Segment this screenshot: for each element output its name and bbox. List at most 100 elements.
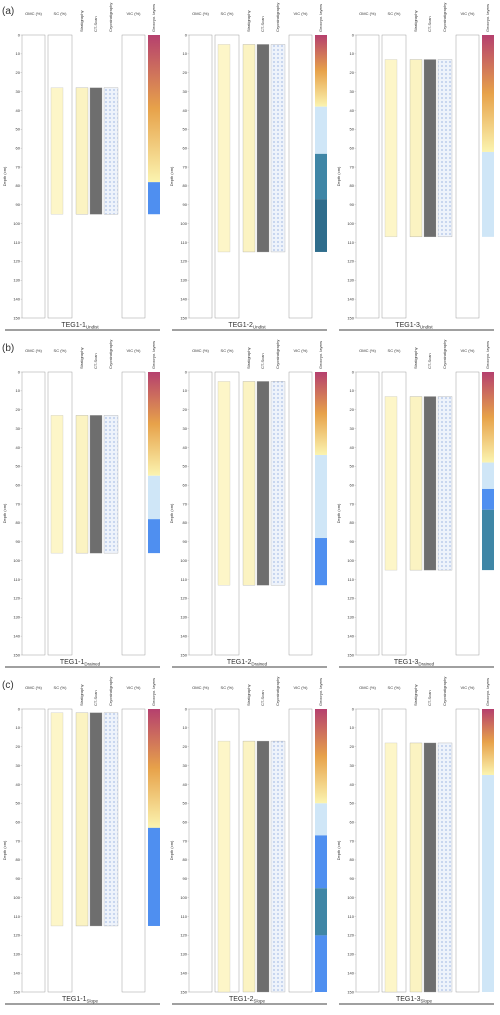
core-subscript: Drained bbox=[251, 662, 267, 667]
core-name: TEG1-1 bbox=[61, 322, 86, 329]
axis-label: Depth (cm) bbox=[336, 503, 341, 523]
geocryo-layer bbox=[315, 106, 327, 154]
panel-label: (c) bbox=[2, 680, 14, 691]
sc-fill bbox=[50, 712, 64, 927]
y-tick-label: 10 bbox=[16, 725, 21, 730]
y-tick-label: 130 bbox=[13, 952, 20, 957]
column-title: SC (%) bbox=[388, 11, 402, 16]
stratigraphy-column bbox=[75, 87, 89, 215]
y-tick-label: 70 bbox=[16, 838, 21, 843]
column-title: Stratigraphy bbox=[413, 347, 418, 369]
y-tick-label: 120 bbox=[347, 933, 354, 938]
core-label: TEG1-1Undist bbox=[61, 322, 99, 330]
column-frame bbox=[121, 34, 146, 319]
sc-fill bbox=[50, 415, 64, 554]
column-frame bbox=[121, 708, 146, 993]
ct-scan-column bbox=[89, 87, 103, 215]
sc-fill bbox=[50, 87, 64, 215]
y-tick-label: 30 bbox=[16, 426, 21, 431]
y-tick-label: 50 bbox=[16, 464, 21, 469]
y-tick-label: 110 bbox=[348, 240, 355, 245]
y-tick-label: 40 bbox=[183, 782, 188, 787]
y-tick-label: 40 bbox=[350, 782, 355, 787]
y-tick-label: 40 bbox=[183, 108, 188, 113]
y-tick-label: 120 bbox=[180, 259, 187, 264]
axis-label: Depth (cm) bbox=[169, 840, 174, 860]
y-tick-label: 90 bbox=[183, 202, 188, 207]
active-layer bbox=[482, 709, 494, 776]
column-title: CT-Scan bbox=[93, 353, 98, 369]
column-title: Geocryo. layers bbox=[151, 678, 156, 706]
column-frame bbox=[188, 371, 213, 656]
y-tick-label: 60 bbox=[16, 483, 21, 488]
y-tick-label: 80 bbox=[16, 183, 21, 188]
y-tick-label: 70 bbox=[350, 838, 355, 843]
y-tick-label: 20 bbox=[16, 407, 21, 412]
y-tick-label: 0 bbox=[185, 706, 188, 711]
y-tick-label: 120 bbox=[347, 596, 354, 601]
y-tick-label: 130 bbox=[347, 615, 354, 620]
y-tick-label: 70 bbox=[16, 164, 21, 169]
y-tick-label: 130 bbox=[13, 615, 20, 620]
stratigraphy-column bbox=[75, 415, 89, 554]
column-title: Geocryo. layers bbox=[151, 4, 156, 32]
y-tick-label: 150 bbox=[347, 989, 354, 994]
y-tick-label: 60 bbox=[350, 483, 355, 488]
y-tick-label: 90 bbox=[350, 202, 355, 207]
y-tick-label: 20 bbox=[350, 70, 355, 75]
y-tick-label: 100 bbox=[180, 895, 187, 900]
y-tick-label: 110 bbox=[348, 914, 355, 919]
y-tick-label: 30 bbox=[183, 89, 188, 94]
y-tick-label: 0 bbox=[352, 706, 355, 711]
sc-fill bbox=[217, 44, 231, 253]
y-tick-label: 40 bbox=[183, 445, 188, 450]
y-tick-label: 110 bbox=[348, 577, 355, 582]
core-subscript: Drained bbox=[418, 662, 434, 667]
column-title: SC (%) bbox=[388, 685, 402, 690]
y-tick-label: 140 bbox=[180, 970, 187, 975]
core-name: TEG1-2 bbox=[227, 659, 252, 666]
column-title: CT-Scan bbox=[427, 353, 432, 369]
core-name: TEG1-1 bbox=[62, 996, 87, 1003]
column-title: Stratigraphy bbox=[79, 347, 84, 369]
column-title: VIC (%) bbox=[127, 348, 142, 353]
core-label: TEG1-2Drained bbox=[227, 659, 268, 667]
column-frame bbox=[288, 708, 313, 993]
column-title: Stratigraphy bbox=[246, 10, 251, 32]
active-layer bbox=[148, 709, 160, 828]
y-tick-label: 90 bbox=[16, 202, 21, 207]
column-title: VIC (%) bbox=[294, 11, 309, 16]
axis-label: Depth (cm) bbox=[2, 503, 7, 523]
column-title: CT-Scan bbox=[427, 690, 432, 706]
core-label: TEG1-3Undist bbox=[395, 322, 433, 330]
core-subscript: Slope bbox=[421, 999, 433, 1004]
y-tick-label: 50 bbox=[350, 801, 355, 806]
y-tick-label: 90 bbox=[16, 539, 21, 544]
y-tick-label: 140 bbox=[180, 633, 187, 638]
y-tick-label: 30 bbox=[16, 89, 21, 94]
geocryo-layer bbox=[148, 182, 160, 215]
y-tick-label: 80 bbox=[183, 857, 188, 862]
core-subscript: Slope bbox=[254, 999, 266, 1004]
column-title: Stratigraphy bbox=[246, 684, 251, 706]
geocryo-layer bbox=[315, 538, 327, 586]
ct-scan-column bbox=[89, 415, 103, 554]
column-title: CT-Scan bbox=[93, 16, 98, 32]
active-layer bbox=[315, 372, 327, 456]
column-title: Cryostratigraphy bbox=[442, 677, 447, 706]
y-tick-label: 120 bbox=[13, 596, 20, 601]
y-tick-label: 100 bbox=[13, 221, 20, 226]
stratigraphy-column bbox=[242, 44, 256, 253]
cryostratigraphy-column bbox=[437, 396, 453, 571]
geocryo-layer bbox=[482, 775, 494, 992]
y-tick-label: 100 bbox=[347, 558, 354, 563]
y-tick-label: 110 bbox=[14, 914, 21, 919]
core-label: TEG1-3Drained bbox=[394, 659, 435, 667]
column-title: OMC (%) bbox=[192, 11, 209, 16]
geocryo-layer bbox=[482, 462, 494, 489]
column-title: Cryostratigraphy bbox=[108, 340, 113, 369]
column-title: VIC (%) bbox=[127, 11, 142, 16]
column-title: VIC (%) bbox=[127, 685, 142, 690]
axis-label: Depth (cm) bbox=[336, 840, 341, 860]
ct-scan-column bbox=[423, 396, 437, 571]
